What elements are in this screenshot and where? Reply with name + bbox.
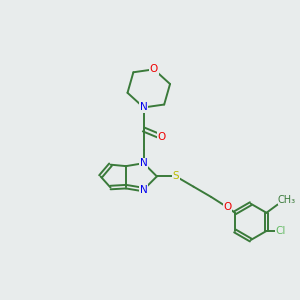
Text: CH₃: CH₃ (278, 195, 296, 205)
Text: O: O (150, 64, 158, 74)
Text: S: S (172, 171, 179, 182)
Text: O: O (157, 132, 165, 142)
Text: Cl: Cl (275, 226, 286, 236)
Text: N: N (140, 184, 148, 195)
Text: N: N (140, 103, 148, 112)
Text: O: O (223, 202, 231, 212)
Text: N: N (140, 158, 148, 168)
